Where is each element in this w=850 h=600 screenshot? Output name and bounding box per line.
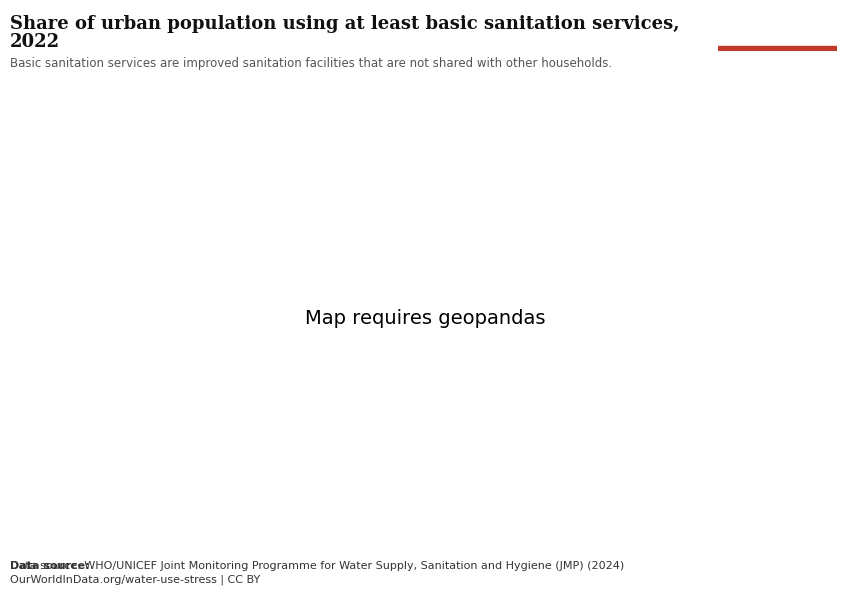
Text: Data source:: Data source: [10,561,90,571]
Text: Our World: Our World [748,18,808,28]
Text: Basic sanitation services are improved sanitation facilities that are not shared: Basic sanitation services are improved s… [10,57,612,70]
Bar [718,46,837,51]
Text: Map requires geopandas: Map requires geopandas [305,308,545,328]
Text: Share of urban population using at least basic sanitation services,: Share of urban population using at least… [10,15,680,33]
Text: in Data: in Data [756,29,799,39]
Text: 2022: 2022 [10,33,60,51]
Text: OurWorldInData.org/water-use-stress | CC BY: OurWorldInData.org/water-use-stress | CC… [10,575,260,586]
Text: Data source: WHO/UNICEF Joint Monitoring Programme for Water Supply, Sanitation : Data source: WHO/UNICEF Joint Monitoring… [10,561,625,571]
